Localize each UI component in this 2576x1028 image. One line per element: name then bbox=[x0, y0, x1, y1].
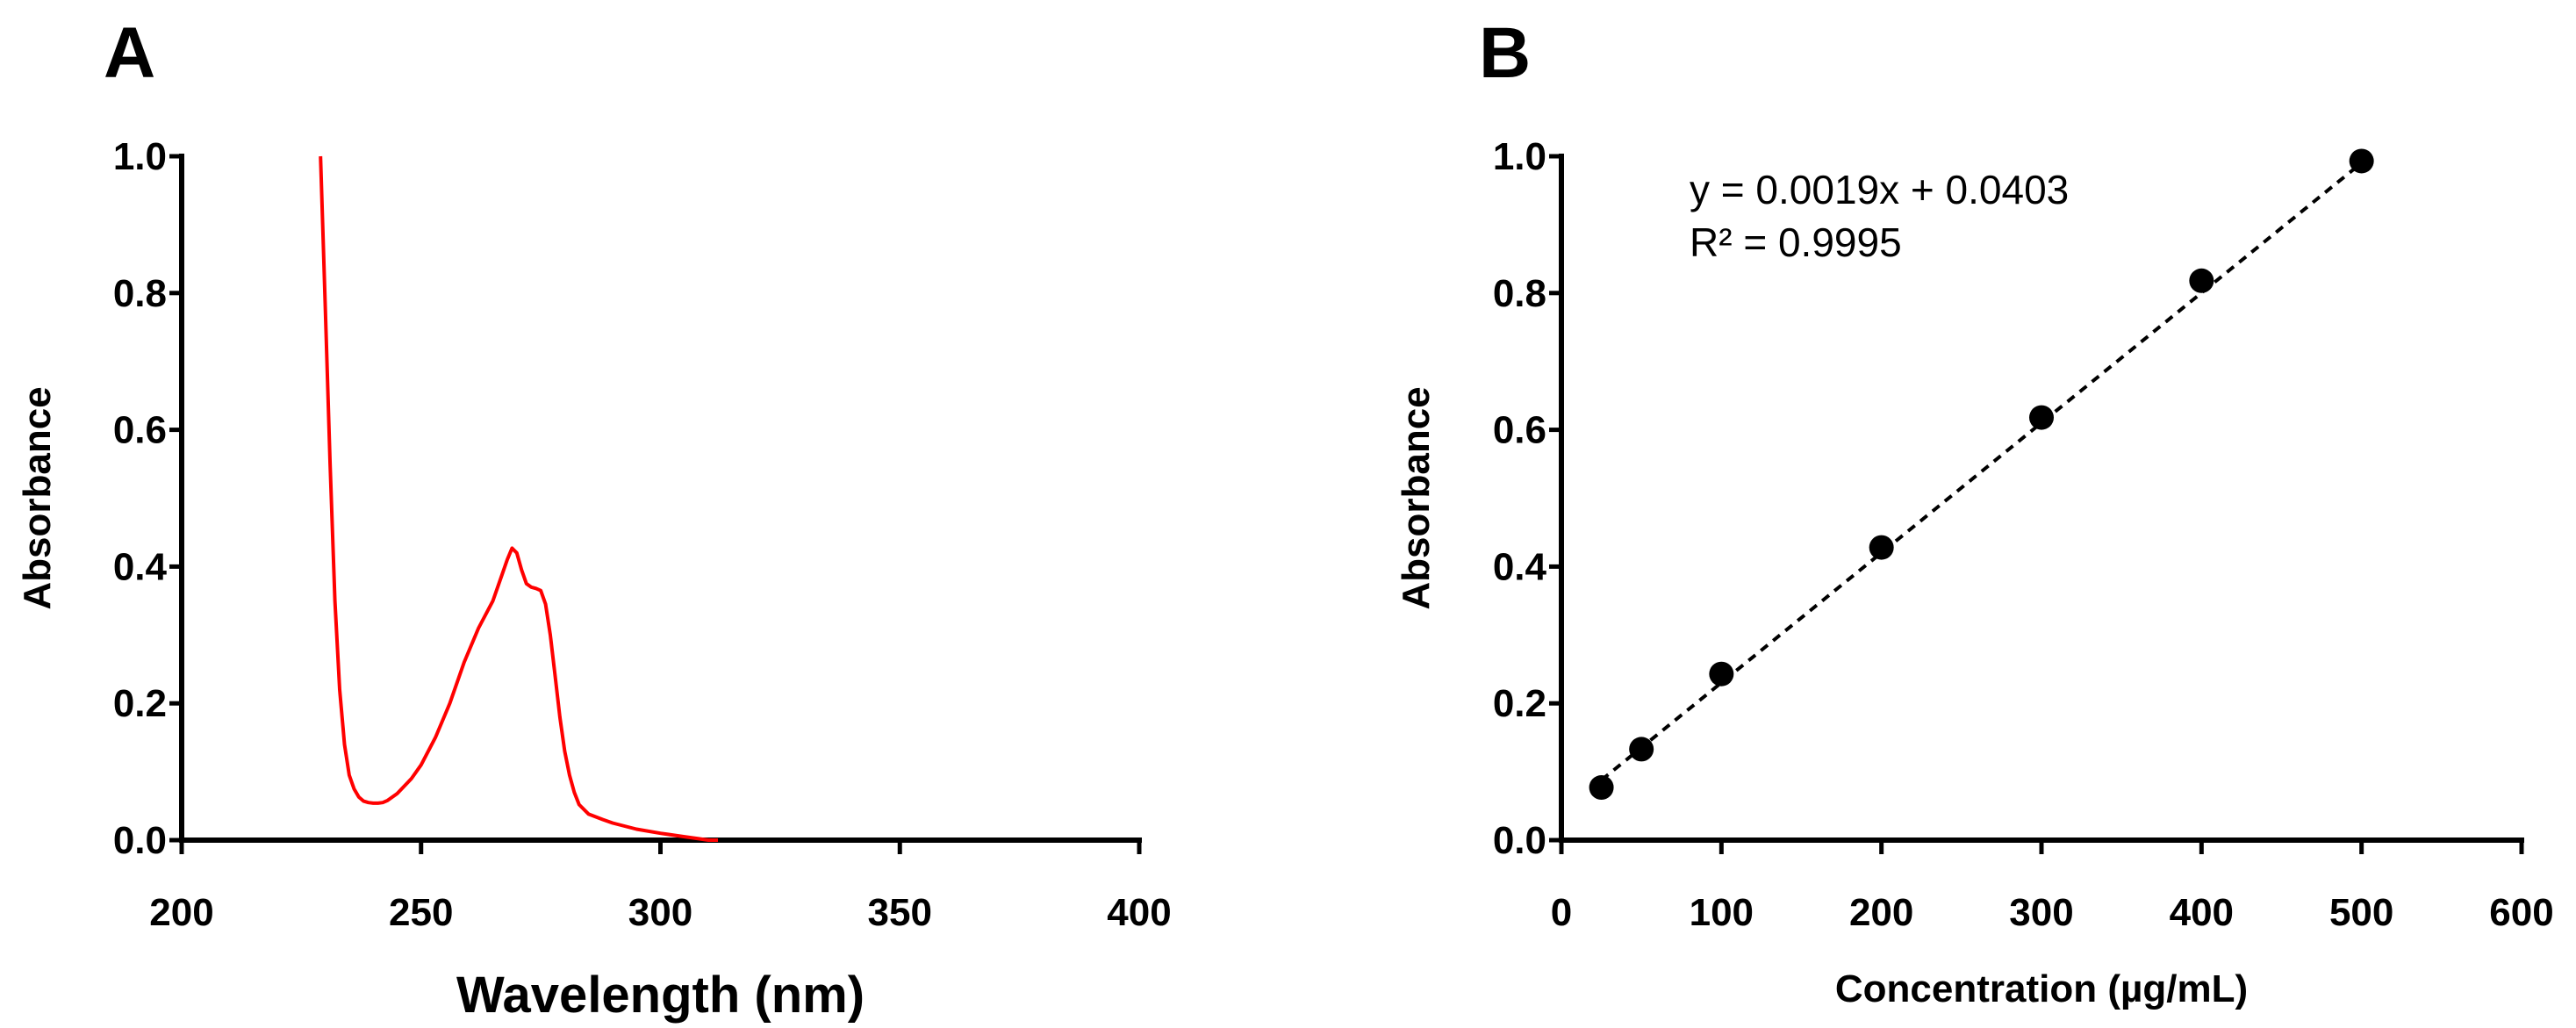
panel-b-y-axis-label: Absorbance bbox=[1395, 386, 1438, 609]
panel-b-x-tick-label: 100 bbox=[1690, 891, 1754, 934]
panel-a-y-tick-label: 0.0 bbox=[113, 819, 167, 862]
panel-b-data-point bbox=[1629, 737, 1654, 762]
panel-b-data-point bbox=[2349, 148, 2374, 174]
panel-b: B 0.0 0.2 0.4 0.6 0.8 1.0 0 100 200 300 400 500 600… bbox=[1395, 13, 2554, 1010]
panel-a-x-tick-label: 300 bbox=[628, 891, 692, 934]
panel-b-x-tick-label: 200 bbox=[1849, 891, 1913, 934]
panel-b-axes bbox=[1559, 154, 2524, 843]
panel-b-x-tick-label: 400 bbox=[2170, 891, 2234, 934]
panel-b-y-tick-label: 1.0 bbox=[1493, 135, 1546, 178]
panel-b-data-point bbox=[1869, 535, 1894, 560]
panel-b-y-ticks: 0.0 0.2 0.4 0.6 0.8 1.0 bbox=[1493, 135, 1561, 862]
panel-b-y-tick-label: 0.2 bbox=[1493, 682, 1546, 725]
panel-a-y-tick-label: 0.8 bbox=[113, 272, 167, 315]
panel-b-letter: B bbox=[1479, 13, 1531, 93]
panel-b-data-point bbox=[1709, 661, 1734, 687]
panel-a-letter: A bbox=[104, 13, 155, 93]
panel-a-x-tick-label: 400 bbox=[1107, 891, 1171, 934]
panel-b-equation: y = 0.0019x + 0.0403 bbox=[1690, 167, 2069, 212]
panel-a-y-tick-label: 0.2 bbox=[113, 682, 167, 725]
panel-b-x-tick-label: 300 bbox=[2009, 891, 2073, 934]
panel-b-x-tick-label: 0 bbox=[1551, 891, 1572, 934]
panel-b-y-tick-label: 0.8 bbox=[1493, 272, 1546, 315]
panel-b-x-tick-label: 500 bbox=[2329, 891, 2393, 934]
panel-a-y-tick-label: 0.4 bbox=[113, 545, 168, 588]
panel-b-x-ticks: 0 100 200 300 400 500 600 bbox=[1551, 840, 2554, 934]
panel-b-r-squared: R² = 0.9995 bbox=[1690, 219, 1902, 265]
panel-b-data-point bbox=[2189, 268, 2214, 293]
panel-a-x-tick-label: 250 bbox=[389, 891, 453, 934]
panel-a-axes bbox=[179, 154, 1142, 843]
panel-a: A 0.0 0.2 0.4 0.6 0.8 1.0 200 250 300 350 400 Wav… bbox=[16, 13, 1172, 1024]
panel-b-y-tick-label: 0.4 bbox=[1493, 545, 1547, 588]
panel-b-data-point bbox=[1589, 775, 1614, 801]
panel-b-y-tick-label: 0.6 bbox=[1493, 409, 1546, 452]
panel-a-spectrum-line bbox=[319, 155, 718, 842]
panel-a-x-axis-label: Wavelength (nm) bbox=[456, 967, 865, 1024]
panel-b-data-point bbox=[2029, 405, 2054, 430]
panel-a-y-tick-label: 0.6 bbox=[113, 409, 167, 452]
panel-a-y-axis-label: Absorbance bbox=[16, 386, 59, 609]
panel-a-x-tick-label: 200 bbox=[149, 891, 213, 934]
panel-b-x-axis-label: Concentration (µg/mL) bbox=[1835, 967, 2248, 1010]
panel-b-y-tick-label: 0.0 bbox=[1493, 819, 1546, 862]
panel-a-y-tick-label: 1.0 bbox=[113, 135, 167, 178]
panel-b-points bbox=[1589, 148, 2374, 801]
panel-a-x-tick-label: 350 bbox=[868, 891, 932, 934]
panel-a-x-ticks: 200 250 300 350 400 bbox=[149, 840, 1172, 934]
panel-a-y-ticks: 0.0 0.2 0.4 0.6 0.8 1.0 bbox=[113, 135, 182, 862]
panel-b-x-tick-label: 600 bbox=[2489, 891, 2553, 934]
